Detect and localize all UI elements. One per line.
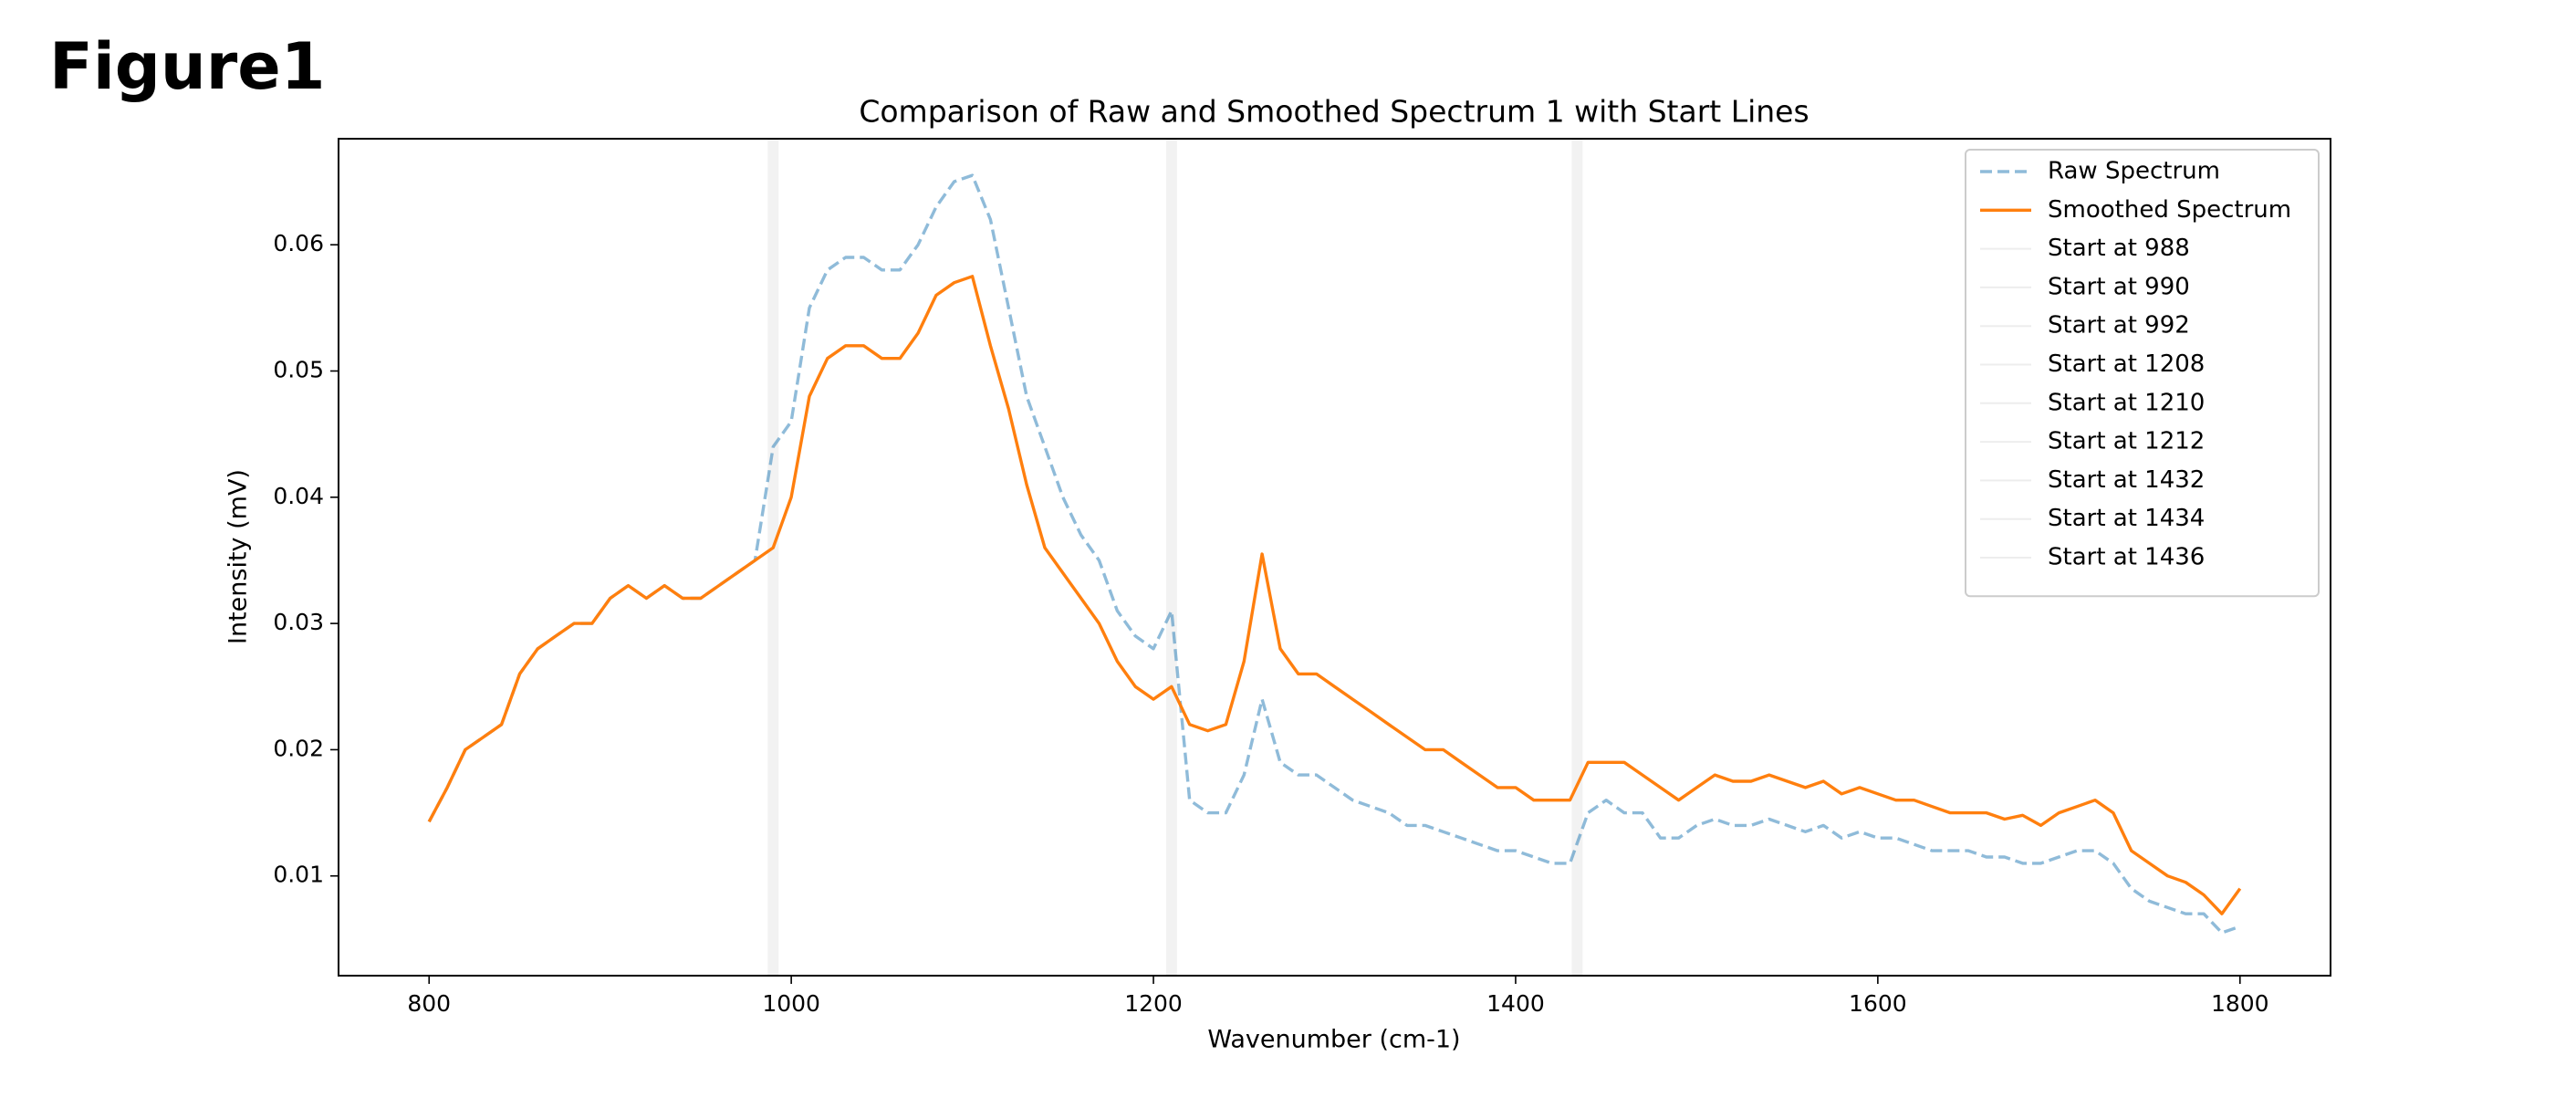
series-line xyxy=(427,275,2242,915)
x-tick-label: 1600 xyxy=(1849,990,1907,1017)
x-tick-label: 1800 xyxy=(2211,990,2269,1017)
legend-label: Start at 1210 xyxy=(2048,389,2205,416)
legend-label: Start at 1208 xyxy=(2048,350,2205,378)
legend-label: Start at 1432 xyxy=(2048,466,2205,494)
x-tick-label: 1400 xyxy=(1486,990,1545,1017)
legend-box xyxy=(1965,149,2320,598)
y-tick-label: 0.04 xyxy=(273,483,324,509)
series-line xyxy=(427,173,2241,935)
legend-label: Start at 992 xyxy=(2048,312,2190,340)
y-tick-label: 0.03 xyxy=(273,609,324,635)
axes-frame xyxy=(338,138,2331,977)
x-tick-label: 1200 xyxy=(1124,990,1183,1017)
y-axis-label: Intensity (mV) xyxy=(224,469,253,644)
legend-label: Start at 988 xyxy=(2048,235,2190,262)
x-axis-label: Wavenumber (cm-1) xyxy=(1207,1026,1460,1054)
y-tick-label: 0.02 xyxy=(273,735,324,761)
legend-label: Smoothed Spectrum xyxy=(2048,196,2291,224)
legend-label: Start at 990 xyxy=(2048,273,2190,300)
x-tick-label: 800 xyxy=(407,990,451,1017)
y-tick-label: 0.06 xyxy=(273,230,324,256)
heading: Figure1 xyxy=(49,29,325,104)
legend-label: Start at 1436 xyxy=(2048,544,2205,571)
legend-label: Start at 1212 xyxy=(2048,428,2205,455)
legend-label: Start at 1434 xyxy=(2048,505,2205,532)
legend-label: Raw Spectrum xyxy=(2048,158,2220,185)
chart-title: Comparison of Raw and Smoothed Spectrum … xyxy=(859,94,1809,130)
y-tick-label: 0.01 xyxy=(273,862,324,888)
x-tick-label: 1000 xyxy=(762,990,820,1017)
y-tick-label: 0.05 xyxy=(273,356,324,382)
